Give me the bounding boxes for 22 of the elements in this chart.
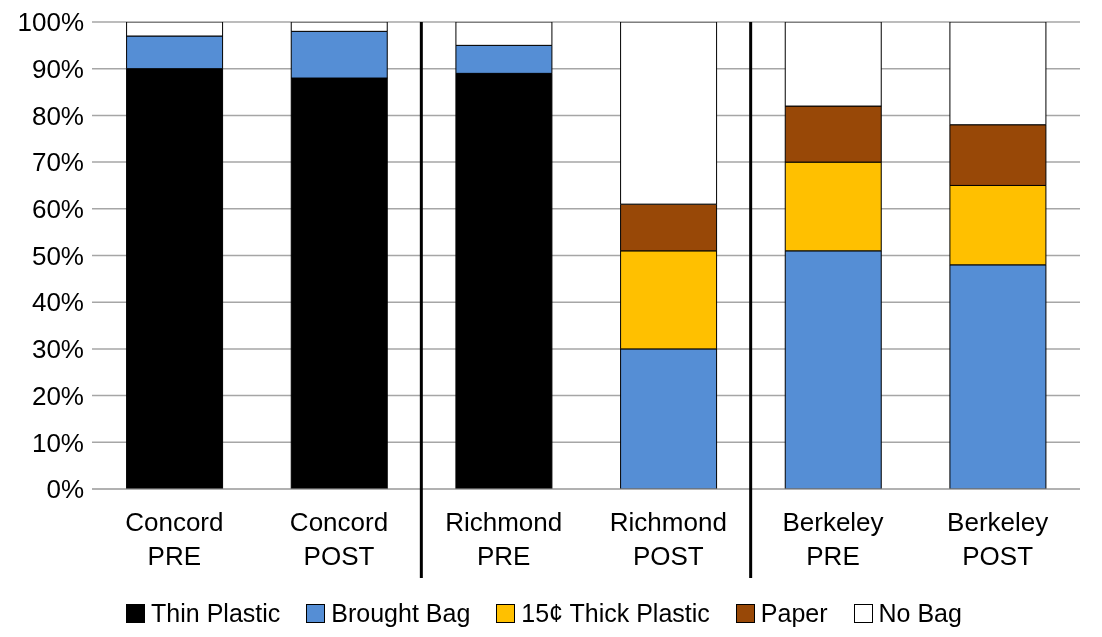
x-tick-label: Berkeley POST xyxy=(947,507,1049,571)
legend-label: Brought Bag xyxy=(331,599,471,628)
x-tick-label: Berkeley PRE xyxy=(782,507,884,571)
legend-label: Thin Plastic xyxy=(151,599,281,628)
y-tick-label: 90% xyxy=(31,53,84,84)
y-tick-label: 70% xyxy=(31,147,84,178)
legend-label: Paper xyxy=(760,599,828,628)
y-tick-label: 50% xyxy=(31,240,84,271)
x-tick-label: Richmond PRE xyxy=(445,507,563,571)
y-tick-label: 0% xyxy=(46,474,84,505)
legend-label: No Bag xyxy=(878,599,962,628)
y-tick-label: 80% xyxy=(31,100,84,131)
x-tick-label: Concord PRE xyxy=(125,507,224,571)
x-tick-label: Richmond POST xyxy=(609,507,727,571)
y-tick-label: 60% xyxy=(31,194,84,225)
y-tick-label: 40% xyxy=(31,287,84,318)
y-tick-label: 30% xyxy=(31,334,84,365)
y-tick-label: 20% xyxy=(31,380,84,411)
y-tick-label: 100% xyxy=(17,7,84,38)
legend-label: 15¢ Thick Plastic xyxy=(521,599,710,628)
y-tick-label: 10% xyxy=(31,427,84,458)
x-tick-label: Concord POST xyxy=(289,507,389,571)
